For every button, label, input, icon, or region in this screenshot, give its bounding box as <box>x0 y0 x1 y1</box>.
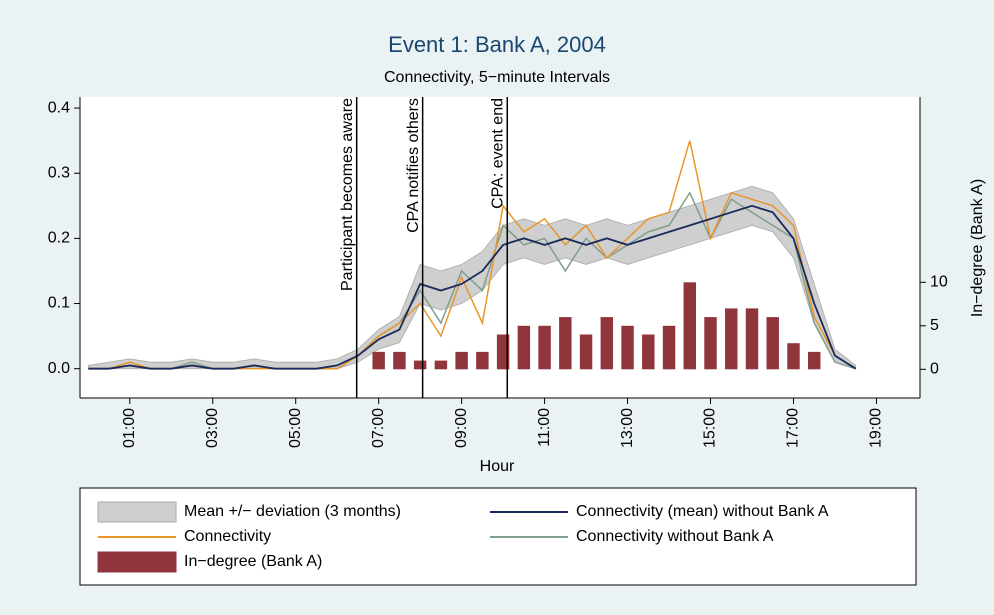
x-tick-label: 17:00 <box>785 408 802 448</box>
legend-label: In−degree (Bank A) <box>184 553 322 570</box>
bar <box>808 351 821 370</box>
legend-swatch <box>97 551 177 573</box>
bar <box>745 308 759 370</box>
bar <box>725 308 738 370</box>
bar <box>434 360 448 370</box>
y2-tick-label: 5 <box>930 317 939 334</box>
y-tick-label: 0.1 <box>48 295 70 312</box>
y2-axis-label: In−degree (Bank A) <box>969 179 986 317</box>
bar <box>455 351 468 370</box>
x-tick-label: 01:00 <box>121 408 138 448</box>
x-tick-label: 07:00 <box>370 408 387 448</box>
x-tick-label: 19:00 <box>868 408 885 448</box>
legend-label: Connectivity (mean) without Bank A <box>576 503 829 520</box>
event-label: Participant becomes aware <box>339 98 356 291</box>
bar <box>559 317 572 370</box>
legend-label: Mean +/− deviation (3 months) <box>184 503 401 520</box>
x-axis-label: Hour <box>480 458 515 475</box>
x-tick-label: 13:00 <box>619 408 636 448</box>
bar <box>662 325 676 370</box>
chart-title: Event 1: Bank A, 2004 <box>388 32 606 57</box>
bar <box>372 351 385 370</box>
event-label: CPA notifies others <box>405 98 422 233</box>
bar <box>600 317 614 370</box>
bar <box>413 360 427 370</box>
x-tick-label: 03:00 <box>204 408 221 448</box>
bar <box>642 334 655 370</box>
bar <box>517 325 531 370</box>
bar <box>683 282 696 370</box>
x-tick-label: 05:00 <box>287 408 304 448</box>
legend-label: Connectivity <box>184 528 271 545</box>
legend-label: Connectivity without Bank A <box>576 528 774 545</box>
legend-swatch <box>97 501 177 523</box>
x-tick-label: 15:00 <box>702 408 719 448</box>
bar <box>538 325 551 370</box>
bar <box>787 343 800 370</box>
y-tick-label: 0.4 <box>48 99 70 116</box>
series-line <box>88 204 857 370</box>
bar <box>766 317 779 370</box>
bar <box>704 317 717 370</box>
y-tick-label: 0.0 <box>48 360 70 377</box>
y-tick-label: 0.3 <box>48 164 70 181</box>
bar <box>579 334 593 370</box>
y2-tick-label: 10 <box>930 274 948 291</box>
bar <box>393 351 406 370</box>
event-label: CPA: event end <box>489 98 506 209</box>
bar <box>621 325 634 370</box>
x-tick-label: 11:00 <box>536 408 553 447</box>
y-tick-label: 0.2 <box>48 230 70 247</box>
chart-subtitle: Connectivity, 5−minute Intervals <box>384 69 610 86</box>
y2-tick-label: 0 <box>930 361 939 378</box>
x-tick-label: 09:00 <box>453 408 470 448</box>
bar <box>476 351 489 370</box>
bar <box>496 334 510 370</box>
